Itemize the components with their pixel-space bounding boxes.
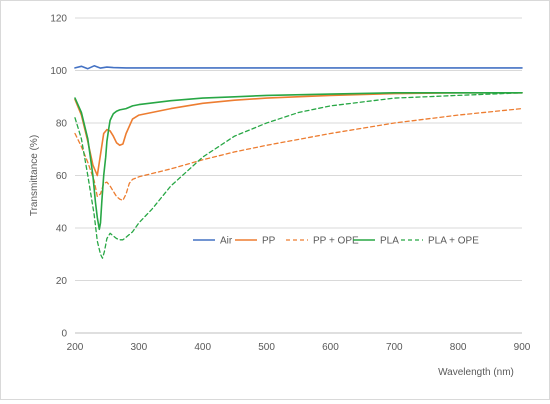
legend-label: PP + OPE <box>313 236 359 247</box>
series-line-pla-ope <box>74 92 523 259</box>
x-tick-label: 700 <box>386 342 403 353</box>
x-tick-label: 900 <box>514 342 531 353</box>
series-line-air <box>74 65 523 70</box>
series-line-pp <box>74 92 523 177</box>
x-tick-label: 400 <box>194 342 211 353</box>
y-tick-label: 20 <box>56 276 68 287</box>
x-tick-label: 200 <box>67 342 84 353</box>
y-tick-label: 120 <box>50 14 67 25</box>
legend-label: PLA <box>380 236 399 247</box>
axes: 0 20 40 60 80 100 120 200 300 400 500 600 700 800 900 <box>50 14 530 354</box>
x-axis-title: Wavelength (nm) <box>438 367 514 378</box>
y-tick-label: 100 <box>50 66 67 77</box>
legend-label: Air <box>220 236 233 247</box>
y-tick-label: 80 <box>56 119 68 130</box>
y-axis-title: Transmittance (%) <box>29 135 40 216</box>
gridlines <box>75 17 522 281</box>
series-lines <box>74 65 523 259</box>
legend-label: PP <box>262 236 276 247</box>
x-tick-label: 500 <box>258 342 275 353</box>
legend-label: PLA + OPE <box>428 236 479 247</box>
y-tick-label: 0 <box>61 329 67 340</box>
x-tick-label: 300 <box>131 342 148 353</box>
series-line-pla <box>74 92 523 231</box>
y-tick-label: 40 <box>56 224 68 235</box>
x-tick-label: 600 <box>322 342 339 353</box>
x-tick-label: 800 <box>450 342 467 353</box>
legend: Air PP PP + OPE PLA PLA + OPE <box>193 236 479 247</box>
y-tick-label: 60 <box>56 171 68 182</box>
series-line-pp-ope <box>74 107 523 202</box>
